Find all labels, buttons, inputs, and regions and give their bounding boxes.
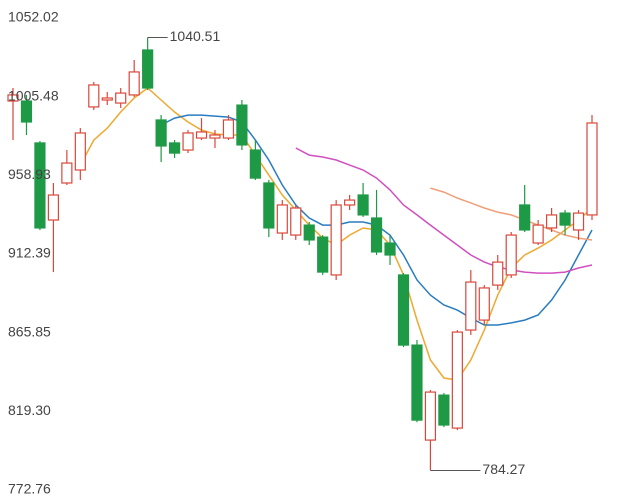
- min-annotation: 784.27: [482, 461, 525, 477]
- candle-body: [586, 122, 598, 216]
- max-annotation: 1040.51: [170, 28, 221, 44]
- candle-body: [115, 92, 127, 104]
- candle-body: [182, 132, 194, 151]
- candle-body: [34, 142, 46, 229]
- candle-body: [572, 212, 585, 231]
- y-tick-label: 958.93: [8, 166, 51, 182]
- candle-body: [465, 281, 477, 331]
- candle-body: [263, 182, 275, 229]
- candle-body: [101, 97, 113, 101]
- candle-body: [438, 394, 450, 426]
- candle-body: [290, 207, 302, 236]
- y-tick-label: 912.39: [8, 245, 51, 261]
- candle-body: [276, 204, 288, 234]
- candle-body: [492, 261, 504, 286]
- candle-body: [61, 162, 73, 184]
- y-tick-label: 819.30: [8, 402, 51, 418]
- candle-body: [384, 242, 396, 256]
- candle-body: [249, 149, 261, 179]
- y-tick-label: 772.76: [8, 481, 51, 497]
- candle-body: [236, 104, 248, 146]
- candle-body: [546, 214, 558, 229]
- candle-body: [47, 194, 59, 221]
- candle-body: [505, 234, 517, 276]
- candle-body: [357, 194, 369, 216]
- candle-body: [411, 344, 423, 421]
- candle-body: [344, 199, 356, 206]
- candle-body: [317, 236, 329, 273]
- candle-body: [424, 391, 437, 441]
- candle-body: [195, 131, 208, 139]
- candle-body: [519, 204, 531, 231]
- moving-average-line: [295, 147, 593, 274]
- candle-body: [74, 132, 86, 171]
- candle-body: [451, 331, 463, 429]
- y-tick-label: 865.85: [8, 323, 51, 339]
- candle-body: [142, 49, 154, 89]
- y-tick-label: 1005.48: [8, 87, 59, 103]
- candle-body: [478, 287, 490, 321]
- candle-body: [20, 100, 33, 123]
- candle-body: [330, 204, 342, 276]
- candle-body: [155, 119, 167, 147]
- candle-body: [559, 212, 571, 226]
- candle-body: [532, 224, 544, 244]
- candle-body: [128, 71, 140, 96]
- moving-average-line: [430, 187, 593, 241]
- candle-body: [7, 94, 19, 102]
- y-tick-label: 1052.02: [8, 9, 59, 25]
- candle-body: [370, 217, 383, 253]
- candle-body: [303, 224, 315, 241]
- candle-body: [209, 134, 221, 139]
- candle-body: [397, 274, 410, 346]
- candle-body: [168, 142, 181, 154]
- candle-body: [88, 84, 100, 108]
- candle-body: [222, 119, 235, 139]
